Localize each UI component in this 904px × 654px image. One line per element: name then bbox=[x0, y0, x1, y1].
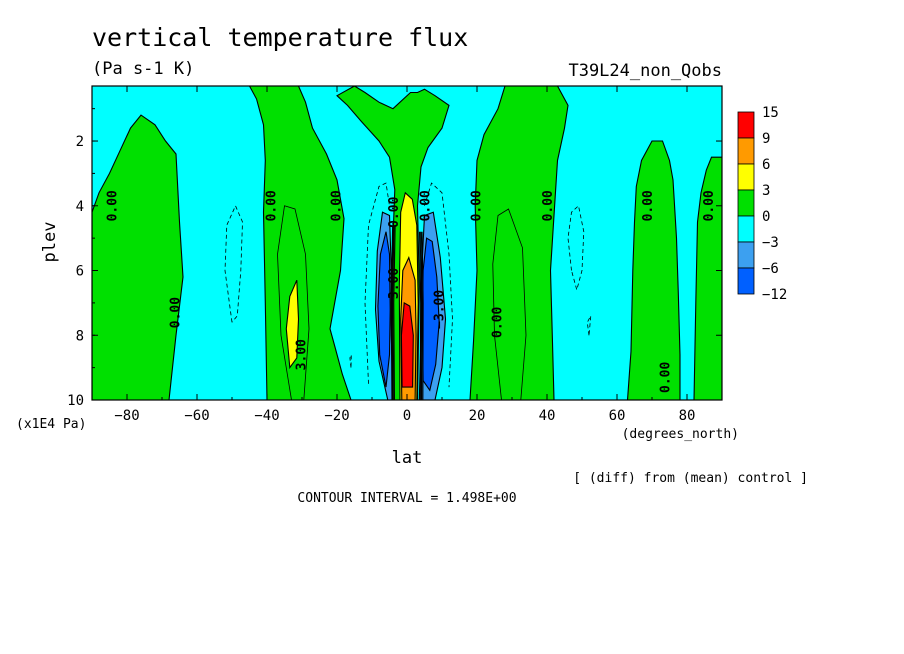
legend-label: 9 bbox=[762, 131, 770, 147]
contour-label: 0.00 bbox=[641, 190, 656, 221]
contour-line bbox=[469, 86, 569, 400]
chart-title: vertical temperature flux bbox=[92, 23, 468, 52]
legend-label: 0 bbox=[762, 209, 770, 225]
contour-label: 3.00 bbox=[295, 339, 310, 370]
y-tick-label: 8 bbox=[76, 328, 84, 344]
y-tick-label: 6 bbox=[76, 264, 84, 280]
legend-swatch bbox=[737, 189, 755, 217]
x-tick-label: −20 bbox=[324, 408, 349, 424]
contour-field bbox=[92, 86, 722, 400]
contour-line bbox=[419, 231, 422, 400]
y-tick-label: 2 bbox=[76, 134, 84, 150]
field-region bbox=[694, 157, 722, 400]
legend-label: −12 bbox=[762, 287, 787, 303]
contour-line bbox=[92, 114, 184, 400]
x-tick-label: −40 bbox=[254, 408, 279, 424]
contour-label: 3.00 bbox=[387, 268, 402, 299]
color-legend: 15 9 6 3 0 −3 −6 −12 bbox=[737, 105, 787, 303]
chart-units: (Pa s-1 K) bbox=[92, 59, 194, 79]
x-tick-label: 0 bbox=[403, 408, 411, 424]
x-axis-label: lat bbox=[392, 448, 423, 468]
y-axis-units: (x1E4 Pa) bbox=[16, 417, 86, 432]
dashed-contour-line bbox=[567, 205, 585, 292]
dashed-contour-line bbox=[224, 204, 243, 323]
contour-line bbox=[248, 86, 352, 400]
legend-swatch bbox=[737, 163, 755, 191]
contour-label: 0.00 bbox=[702, 190, 717, 221]
contour-interval: CONTOUR INTERVAL = 1.498E+00 bbox=[297, 491, 516, 506]
dashed-contour-line bbox=[424, 182, 453, 388]
contour-label: −3.00 bbox=[433, 290, 448, 329]
field-region bbox=[422, 238, 440, 391]
y-axis: 2 4 6 8 10 bbox=[67, 108, 722, 409]
contour-label: 0.00 bbox=[659, 362, 674, 393]
run-label: T39L24_non_Qobs bbox=[568, 61, 722, 81]
contour-line bbox=[400, 256, 417, 400]
contour-label: 0.00 bbox=[106, 190, 121, 221]
contour-label: 0.00 bbox=[470, 190, 485, 221]
dashed-contour-line bbox=[586, 315, 592, 336]
legend-label: 15 bbox=[762, 105, 779, 121]
contour-line bbox=[336, 86, 450, 400]
legend-label: 3 bbox=[762, 183, 770, 199]
contour-lines bbox=[92, 86, 722, 400]
contour-line bbox=[492, 208, 527, 400]
contour-label: 0.00 bbox=[387, 196, 402, 227]
field-region bbox=[627, 141, 680, 400]
contour-line bbox=[377, 231, 391, 388]
contour-line bbox=[393, 225, 396, 400]
legend-swatch bbox=[737, 137, 755, 165]
legend-label: 6 bbox=[762, 157, 770, 173]
contour-label: 0.00 bbox=[330, 190, 345, 221]
x-axis-units: (degrees_north) bbox=[622, 427, 739, 442]
dashed-contour-line bbox=[364, 182, 390, 384]
contour-line bbox=[398, 191, 419, 400]
contour-label: 0.00 bbox=[419, 190, 434, 221]
contour-line bbox=[390, 225, 394, 400]
legend-swatch bbox=[737, 267, 755, 295]
contour-label: 0.00 bbox=[491, 306, 506, 337]
x-tick-label: −60 bbox=[184, 408, 209, 424]
contour-line bbox=[391, 225, 395, 400]
legend-swatch bbox=[737, 111, 755, 139]
legend-label: −3 bbox=[762, 235, 779, 251]
contour-line bbox=[693, 156, 722, 400]
contour-labels: 0.00 0.00 0.00 0.00 0.00 0.00 0.00 0.00 0.00 0.00… bbox=[106, 190, 718, 393]
x-tick-label: 80 bbox=[679, 408, 696, 424]
contour-line bbox=[626, 140, 681, 400]
field-region bbox=[92, 115, 183, 400]
contour-label: 0.00 bbox=[169, 297, 184, 328]
comparison-note: [ (diff) from (mean) control ] bbox=[573, 471, 808, 486]
contour-line bbox=[400, 301, 414, 388]
x-tick-label: 20 bbox=[469, 408, 486, 424]
contour-line bbox=[420, 231, 423, 400]
contour-label: 0.00 bbox=[541, 190, 556, 221]
contour-label: 0.00 bbox=[265, 190, 280, 221]
legend-label: −6 bbox=[762, 261, 779, 277]
contour-line bbox=[277, 205, 310, 400]
legend-swatch bbox=[737, 241, 755, 269]
field-region bbox=[377, 231, 391, 388]
y-tick-label: 4 bbox=[76, 199, 84, 215]
x-axis: −80 −60 −40 −20 0 20 40 60 80 bbox=[91, 86, 723, 424]
x-tick-label: 60 bbox=[609, 408, 626, 424]
contour-line bbox=[421, 231, 424, 400]
field-region bbox=[249, 86, 351, 400]
x-tick-label: −80 bbox=[114, 408, 139, 424]
field-region bbox=[401, 302, 414, 388]
contour-line bbox=[285, 279, 300, 370]
legend-swatch bbox=[737, 215, 755, 243]
x-tick-label: 40 bbox=[539, 408, 556, 424]
y-axis-label: plev bbox=[40, 222, 60, 263]
y-tick-label: 10 bbox=[67, 393, 84, 409]
